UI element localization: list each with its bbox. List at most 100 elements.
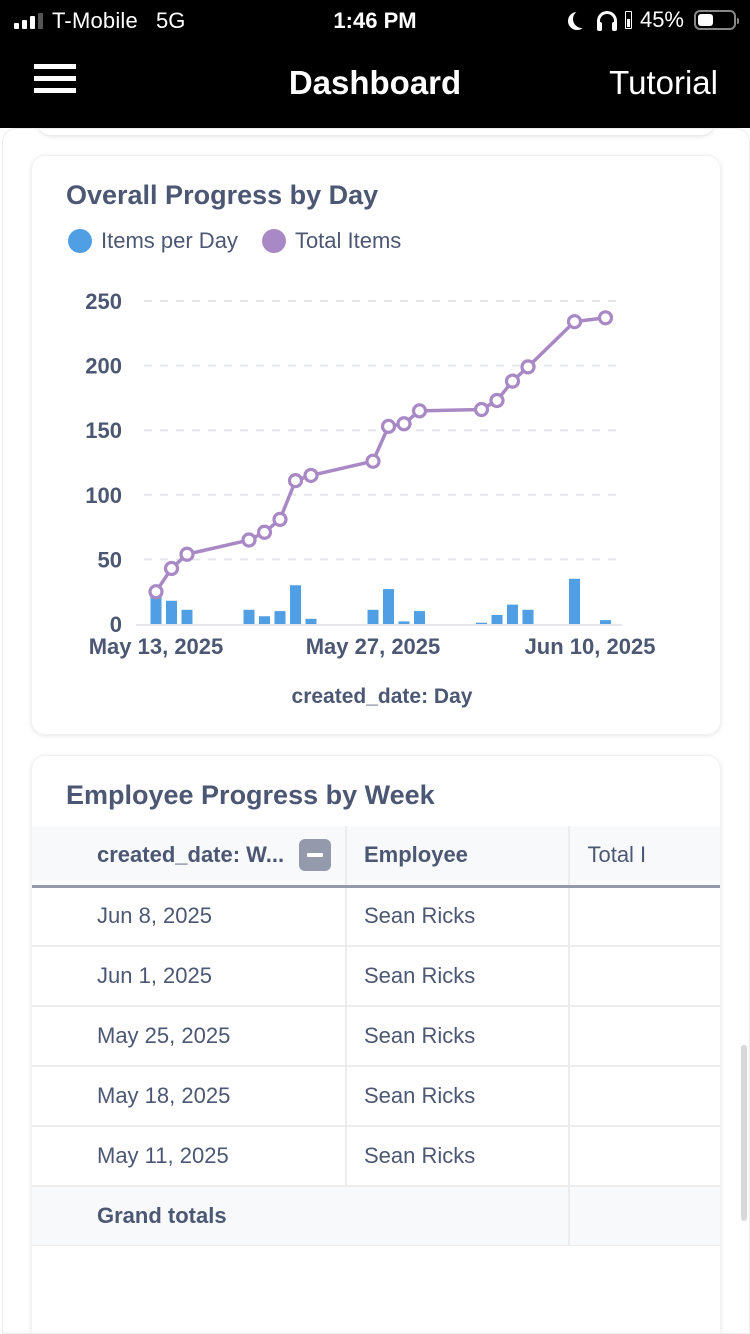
point-total-items xyxy=(179,546,195,562)
y-tick-label: 200 xyxy=(85,354,122,379)
chart-card-overall-progress: Overall Progress by Day Items per Day To… xyxy=(31,155,721,735)
y-tick-label: 250 xyxy=(85,289,122,314)
cell-total xyxy=(569,1066,720,1127)
legend-dot-icon xyxy=(68,229,92,253)
table-row[interactable]: May 11, 2025 Sean Ricks xyxy=(32,1126,720,1187)
table-row[interactable]: May 18, 2025 Sean Ricks xyxy=(32,1066,720,1127)
cell-total xyxy=(569,946,720,1007)
hamburger-menu-icon[interactable] xyxy=(34,64,76,96)
bar-items-per-day xyxy=(383,589,394,624)
cell-employee: Sean Ricks xyxy=(345,1066,571,1127)
point-total-items xyxy=(566,314,583,330)
column-header-total[interactable]: Total I xyxy=(569,826,720,888)
grand-totals-label: Grand totals xyxy=(32,1186,571,1246)
collapse-minus-icon[interactable] xyxy=(298,839,331,872)
point-total-items xyxy=(303,467,319,484)
x-tick-label: Jun 10, 2025 xyxy=(525,634,656,659)
pivot-table: created_date: W... Employee Total I Jun … xyxy=(32,826,720,1246)
combo-chart[interactable]: 0 50 100 150 200 250 May 13, 2025 May 27, 2025 J… xyxy=(32,156,722,736)
cell-employee: Sean Ricks xyxy=(345,946,571,1007)
point-total-items xyxy=(473,401,490,418)
bar-items-per-day xyxy=(414,611,425,624)
point-total-items xyxy=(396,416,412,432)
table-row[interactable]: May 25, 2025 Sean Ricks xyxy=(32,1006,720,1067)
cell-week: May 25, 2025 xyxy=(32,1006,347,1067)
signal-icon xyxy=(14,13,43,29)
chart-legend: Items per Day Total Items xyxy=(68,228,425,254)
tutorial-button[interactable]: Tutorial xyxy=(609,64,718,101)
cell-employee: Sean Ricks xyxy=(345,1006,571,1067)
table-body: Jun 8, 2025 Sean Ricks Jun 1, 2025 Sean Ric… xyxy=(32,886,720,1246)
point-total-items xyxy=(504,373,521,389)
bar-items-per-day xyxy=(398,621,410,624)
bar-items-per-day xyxy=(491,614,503,624)
point-total-items xyxy=(163,560,180,577)
y-tick-label: 150 xyxy=(85,418,122,443)
cell-employee: Sean Ricks xyxy=(345,1126,571,1187)
legend-item-items-per-day[interactable]: Items per Day xyxy=(68,228,238,254)
legend-item-total-items[interactable]: Total Items xyxy=(261,228,402,254)
bar-items-per-day xyxy=(181,609,193,624)
point-total-items xyxy=(287,472,304,489)
point-total-items xyxy=(489,392,505,409)
headphone-battery-icon xyxy=(624,11,632,29)
status-right: 45% xyxy=(567,7,739,33)
cell-week: May 18, 2025 xyxy=(32,1066,347,1127)
table-row[interactable]: Jun 1, 2025 Sean Ricks xyxy=(32,946,720,1007)
bar-items-per-day xyxy=(507,604,518,624)
point-total-items xyxy=(380,418,397,434)
y-tick-label: 0 xyxy=(110,612,122,637)
grand-totals-row: Grand totals xyxy=(32,1186,720,1246)
column-header-week[interactable]: created_date: W... xyxy=(32,826,347,888)
battery-percent: 45% xyxy=(639,7,684,32)
x-tick-label: May 27, 2025 xyxy=(306,634,441,659)
table-card-employee-progress: Employee Progress by Week created_date: … xyxy=(31,755,721,1333)
status-bar: T-Mobile 5G 1:46 PM 45% xyxy=(0,0,750,40)
carrier-name: T-Mobile xyxy=(52,8,138,33)
bar-items-per-day xyxy=(476,622,487,624)
legend-dot-icon xyxy=(261,229,286,253)
x-axis-label: created_date: Day xyxy=(292,685,473,708)
previous-card xyxy=(37,129,715,135)
cell-week: Jun 1, 2025 xyxy=(32,946,347,1007)
bar-items-per-day xyxy=(600,620,611,624)
bar-items-per-day xyxy=(150,591,162,624)
bar-items-per-day xyxy=(243,609,255,624)
point-total-items xyxy=(597,310,614,326)
point-total-items xyxy=(272,511,288,527)
point-total-items xyxy=(411,403,428,419)
vertical-scrollbar[interactable] xyxy=(741,1045,747,1221)
cell-total xyxy=(569,1006,720,1067)
nav-bar: Dashboard Tutorial xyxy=(0,40,750,128)
cell-week: May 11, 2025 xyxy=(32,1126,347,1187)
bar-items-per-day xyxy=(166,600,177,624)
bar-items-per-day xyxy=(569,578,580,624)
bar-items-per-day xyxy=(367,609,379,624)
bar-items-per-day xyxy=(259,616,270,624)
y-tick-label: 100 xyxy=(85,483,122,508)
network-type: 5G xyxy=(155,8,186,33)
point-total-items xyxy=(520,359,536,375)
legend-label: Total Items xyxy=(294,228,402,253)
pivot-table-scroll[interactable]: created_date: W... Employee Total I Jun … xyxy=(32,826,720,1246)
bar-items-per-day xyxy=(522,609,534,624)
bar-items-per-day xyxy=(305,618,317,624)
x-tick-label: May 13, 2025 xyxy=(89,634,224,659)
table-header-row: created_date: W... Employee Total I xyxy=(32,826,720,888)
status-time: 1:46 PM xyxy=(333,8,417,33)
cell-week: Jun 8, 2025 xyxy=(32,886,347,947)
line-total-items xyxy=(154,316,606,593)
column-header-label: created_date: W... xyxy=(97,842,285,868)
dashboard-content[interactable]: Overall Progress by Day Items per Day To… xyxy=(2,128,750,1334)
battery-icon xyxy=(694,10,739,30)
chart-title: Overall Progress by Day xyxy=(66,180,379,210)
cell-total xyxy=(569,886,720,947)
legend-label: Items per Day xyxy=(101,228,238,253)
column-header-employee[interactable]: Employee xyxy=(345,826,571,888)
cell-employee: Sean Ricks xyxy=(345,886,571,947)
bar-items-per-day xyxy=(290,585,301,624)
point-total-items xyxy=(241,532,257,548)
bar-items-per-day xyxy=(274,611,286,624)
table-row[interactable]: Jun 8, 2025 Sean Ricks xyxy=(32,886,720,947)
y-tick-label: 50 xyxy=(98,547,122,572)
